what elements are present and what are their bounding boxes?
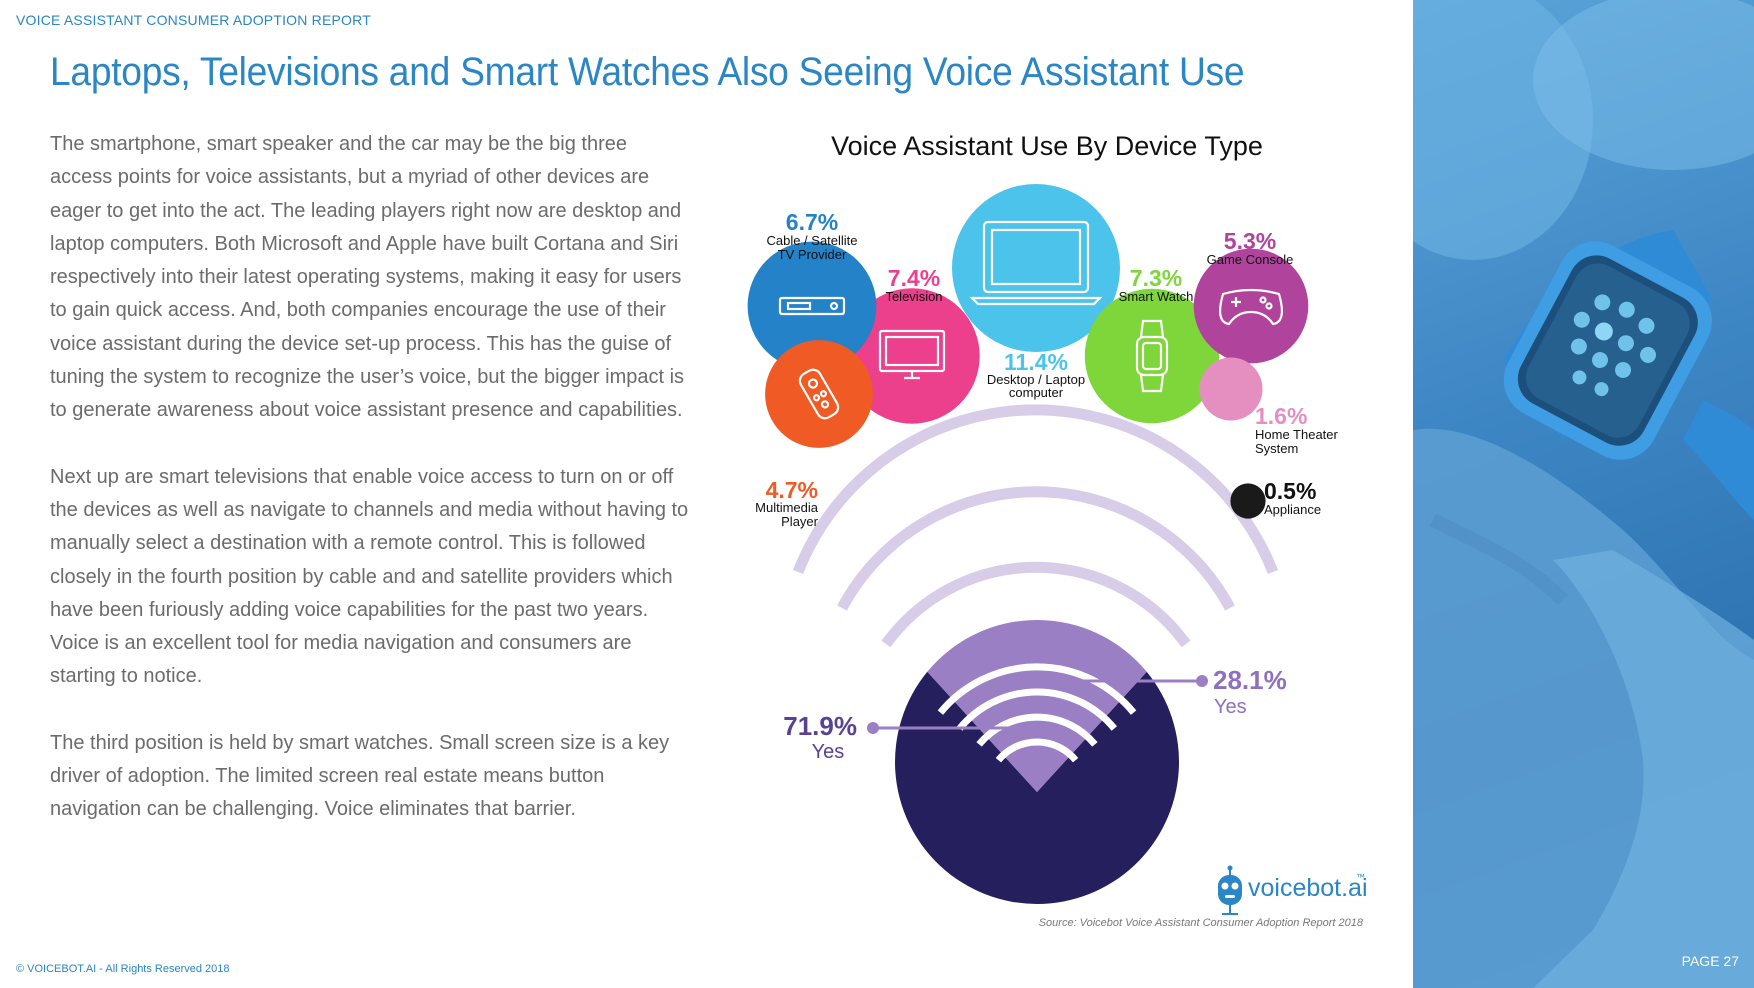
photo-illustration [1413,0,1754,988]
pie-slice-yes-71 [895,671,1179,904]
page-number: PAGE 27 [1681,953,1739,969]
device-name-label: TV Provider [778,247,847,262]
pie-ring [937,663,1137,715]
device-name-label: Game Console [1207,252,1294,267]
device-bubble-group: 0.5%Appliance [1230,478,1321,519]
smartwatch-photo: PAGE 27 [1413,0,1754,988]
body-paragraph: The smartphone, smart speaker and the ca… [50,133,685,422]
set-top-box-icon [778,296,846,316]
footer-copyright: © VOICEBOT.AI - All Rights Reserved 2018 [16,963,230,975]
pie-value-28: 28.1% [1213,665,1287,695]
pie-slice-yes-28 [927,619,1147,792]
device-bubble-group: 5.3%Game Console [1193,228,1309,364]
device-bubble [1084,288,1220,424]
signal-arc [881,561,1191,648]
device-name-label: Television [885,289,942,304]
device-bubble [844,288,980,424]
device-value-label: 1.6% [1255,403,1307,429]
device-name-label: Player [781,514,819,529]
device-bubble [952,184,1120,352]
chart-canvas: Voice Assistant Use By Device Type 11.4%… [747,131,1368,915]
remote-control-icon [798,368,840,420]
leader-dot [867,722,879,734]
pie-value-71: 71.9% [783,711,857,741]
device-usage-chart: Voice Assistant Use By Device Type 11.4%… [740,130,1380,930]
signal-arc [792,404,1279,575]
device-bubble-group: 7.4%Television [844,265,980,424]
body-paragraph: The third position is held by smart watc… [50,731,670,821]
device-value-label: 4.7% [766,477,818,503]
device-value-label: 7.4% [888,265,940,291]
leader-dot [1196,675,1208,687]
laptop-icon [969,220,1103,306]
device-name-label: Appliance [1264,502,1321,517]
device-value-label: 6.7% [786,209,838,235]
body-paragraph: Next up are smart televisions that enabl… [50,465,689,688]
adoption-pie-chart: 71.9% Yes 28.1% Yes [783,619,1287,904]
pie-ring [956,688,1118,731]
device-bubble [1199,357,1263,421]
report-header-label: VOICE ASSISTANT CONSUMER ADOPTION REPORT [16,12,371,28]
page-title: Laptops, Televisions and Smart Watches A… [50,50,1245,94]
device-name-label: Desktop / Laptop [987,372,1085,387]
device-value-label: 11.4% [1004,349,1068,375]
device-bubble [1230,483,1266,519]
device-name-label: Smart Watch [1119,289,1194,304]
pie-ring-decoration [937,663,1137,763]
device-name-label: Cable / Satellite [766,233,857,248]
device-value-label: 0.5% [1264,478,1316,504]
device-value-label: 7.3% [1130,265,1182,291]
pie-ring [995,738,1079,763]
pie-ring [976,713,1098,747]
smartwatch-icon [1503,241,1712,460]
signal-arc [837,486,1235,611]
chart-title: Voice Assistant Use By Device Type [831,131,1263,161]
chart-source-note: Source: Voicebot Voice Assistant Consume… [1038,917,1363,929]
device-bubble [765,340,873,448]
device-name-label: computer [1009,385,1064,400]
smartwatch-icon [1135,319,1169,393]
device-bubble [1193,248,1309,364]
voicebot-wordmark: voicebot.ai [1248,874,1368,902]
body-text: The smartphone, smart speaker and the ca… [50,128,690,860]
leader-dot [1031,675,1043,687]
device-name-label: Multimedia [755,500,819,515]
television-icon [878,329,946,380]
signal-arcs-decoration [792,404,1279,648]
device-bubble [747,241,877,371]
pie-label-28: Yes [1214,696,1247,718]
trademark-mark: ™ [1356,872,1365,882]
voicebot-robot-icon [1218,865,1242,915]
device-bubbles: 11.4%Desktop / Laptopcomputer7.4%Televis… [747,184,1339,529]
device-bubble-group: 7.3%Smart Watch [1084,265,1220,424]
device-name-label: Home Theater [1255,427,1339,442]
leader-dot [1031,722,1043,734]
device-name-label: System [1255,441,1298,456]
voicebot-logo: voicebot.ai ™ [1218,865,1368,915]
pie-label-71: Yes [812,741,845,763]
gamepad-icon [1218,288,1284,326]
device-value-label: 5.3% [1224,228,1276,254]
